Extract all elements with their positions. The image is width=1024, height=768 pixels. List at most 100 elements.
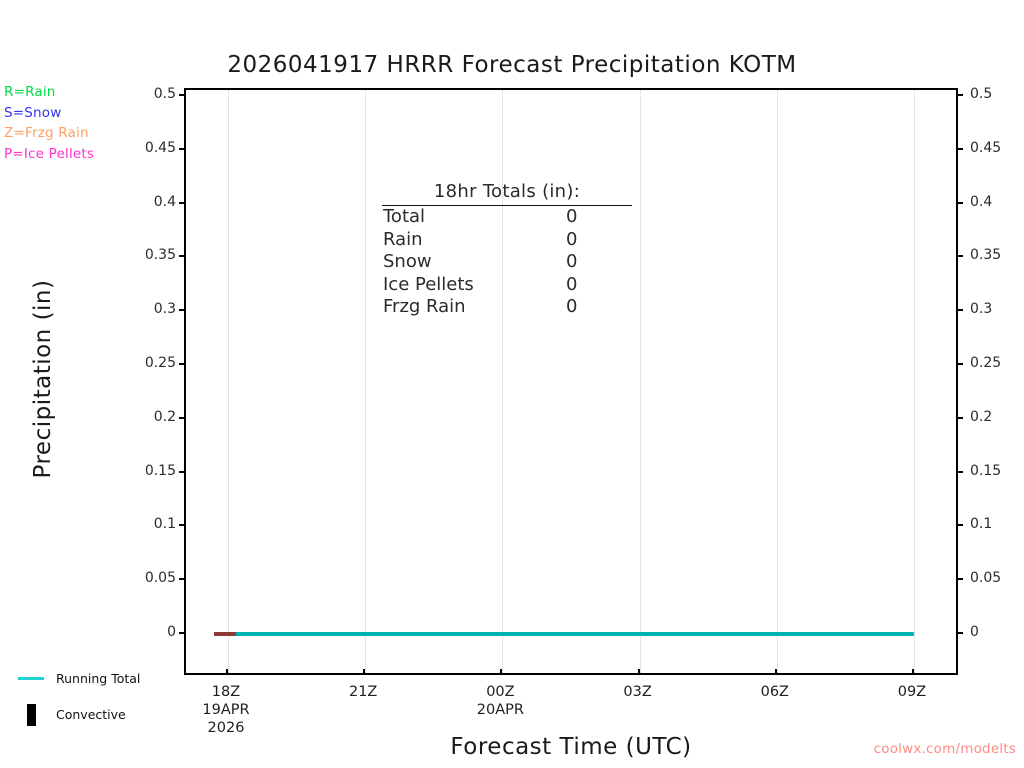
totals-box-title: 18hr Totals (in):: [382, 180, 632, 206]
y-tick-label-left-0.4: 0.4: [153, 193, 176, 210]
plot-area: 18hr Totals (in): Total 0 Rain 0 Snow 0 …: [184, 88, 958, 675]
y-tick-label-left-0: 0: [167, 624, 176, 640]
y-tick-label-left-0.35: 0.35: [144, 247, 176, 264]
y-tick-label-right-0.2: 0.2: [970, 408, 993, 425]
y-tick-mark-right-0.4: [956, 201, 963, 204]
series-start-marker: [214, 632, 236, 636]
y-tick-label-right-0.1: 0.1: [970, 516, 993, 533]
totals-value-total: 0: [566, 206, 578, 227]
precip-type-snow: S=Snow: [4, 104, 62, 121]
data-series-layer: [186, 90, 956, 673]
watermark: coolwx.com/modelts: [873, 741, 1016, 757]
totals-label-ice-pellets: Ice Pellets: [383, 273, 474, 295]
x-tick-label-18z: 18Z 19APR 2026: [202, 684, 250, 736]
y-tick-mark-right-0.45: [956, 147, 963, 150]
legend-label-convective: Convective: [56, 707, 126, 722]
y-tick-mark-left-0.4: [179, 201, 186, 204]
precip-type-ice-pellets: P=Ice Pellets: [4, 145, 95, 162]
totals-label-frzg-rain: Frzg Rain: [383, 296, 466, 317]
y-tick-mark-left-0.45: [179, 147, 186, 150]
totals-box: 18hr Totals (in): Total 0 Rain 0 Snow 0 …: [382, 180, 632, 319]
totals-value-rain: 0: [566, 228, 578, 250]
y-tick-mark-right-0.35: [956, 255, 963, 258]
y-tick-mark-right-0: [956, 632, 963, 634]
y-tick-label-right-0.15: 0.15: [970, 462, 1002, 479]
gridline-03z: [639, 90, 642, 673]
y-tick-mark-left-0.3: [179, 309, 186, 312]
gridline-09z: [914, 90, 916, 673]
running-total-series: [228, 632, 914, 636]
y-tick-label-left-0.05: 0.05: [144, 570, 176, 587]
running-total-line-swatch-icon: [18, 677, 44, 680]
x-axis-title: Forecast Time (UTC): [450, 734, 692, 760]
gridline-00z: [502, 90, 504, 673]
y-tick-mark-left-0.2: [179, 416, 186, 419]
y-tick-mark-left-0.5: [179, 94, 186, 96]
series-legend: Running Total Convective: [8, 668, 183, 740]
gridlines: [186, 90, 956, 673]
x-tick-label-03z: 03Z: [623, 684, 652, 700]
convective-bar-swatch-icon: [27, 703, 36, 726]
x-tick-mark-03z: [637, 669, 640, 675]
y-tick-mark-right-0.3: [956, 309, 963, 312]
totals-row-total: Total 0: [382, 206, 632, 229]
precip-type-legend: R=Rain S=Snow Z=Frzg Rain P=Ice Pellets: [4, 82, 94, 164]
x-tick-mark-06z: [774, 669, 777, 675]
totals-label-rain: Rain: [383, 228, 423, 250]
y-tick-label-right-0.3: 0.3: [970, 301, 993, 318]
totals-row-rain: Rain 0: [382, 229, 632, 252]
y-tick-mark-left-0.15: [179, 470, 186, 473]
legend-label-running-total: Running Total: [56, 671, 141, 686]
x-tick-label-06z: 06Z: [760, 684, 789, 700]
y-tick-label-left-0.45: 0.45: [144, 139, 176, 156]
x-tick-label-21z: 21Z: [348, 684, 378, 700]
y-axis-title: Precipitation (in): [30, 279, 56, 479]
y-tick-mark-right-0.15: [956, 470, 963, 473]
legend-entry-convective: Convective: [8, 703, 183, 726]
page-title: 2026041917 HRRR Forecast Precipitation K…: [227, 52, 797, 78]
y-tick-mark-left-0.05: [179, 578, 186, 581]
y-tick-label-left-0.25: 0.25: [144, 355, 176, 371]
y-tick-mark-right-0.25: [956, 363, 963, 365]
y-tick-mark-right-0.1: [956, 524, 963, 527]
y-tick-label-right-0.5: 0.5: [970, 86, 993, 102]
x-tick-label-09z: 09Z: [897, 684, 927, 700]
x-tick-mark-21z: [363, 669, 366, 675]
y-tick-label-right-0.4: 0.4: [970, 193, 993, 210]
legend-entry-running-total: Running Total: [8, 668, 183, 689]
totals-value-snow: 0: [566, 251, 578, 272]
precip-type-rain: R=Rain: [4, 84, 56, 100]
x-tick-mark-18z: [226, 669, 228, 675]
y-tick-mark-left-0: [179, 632, 186, 634]
y-tick-label-left-0.3: 0.3: [153, 301, 176, 318]
gridline-06z: [776, 90, 779, 673]
y-tick-label-right-0: 0: [970, 624, 979, 640]
x-tick-mark-00z: [500, 669, 503, 675]
precip-type-freezing-rain: Z=Frzg Rain: [4, 125, 89, 141]
totals-value-ice-pellets: 0: [566, 273, 578, 295]
gridline-18z: [228, 90, 230, 673]
y-tick-label-right-0.25: 0.25: [970, 355, 1002, 371]
y-tick-mark-left-0.35: [179, 255, 186, 258]
y-tick-label-left-0.5: 0.5: [153, 86, 176, 102]
y-tick-label-right-0.35: 0.35: [970, 247, 1002, 264]
totals-label-total: Total: [383, 206, 426, 227]
y-tick-mark-right-0.2: [956, 416, 963, 419]
gridline-21z: [365, 90, 367, 673]
y-tick-label-left-0.1: 0.1: [153, 516, 176, 533]
totals-row-ice-pellets: Ice Pellets 0: [382, 274, 632, 297]
x-tick-label-00z: 00Z 20APR: [476, 684, 524, 718]
y-tick-label-left-0.15: 0.15: [144, 462, 176, 479]
y-tick-mark-left-0.25: [179, 363, 186, 365]
y-tick-mark-right-0.5: [956, 94, 963, 96]
totals-value-frzg-rain: 0: [566, 296, 578, 317]
y-tick-label-right-0.45: 0.45: [970, 139, 1002, 156]
x-tick-mark-09z: [912, 669, 914, 675]
y-tick-label-right-0.05: 0.05: [970, 570, 1002, 587]
y-tick-mark-right-0.05: [956, 578, 963, 581]
y-tick-label-left-0.2: 0.2: [153, 408, 176, 425]
totals-row-snow: Snow 0: [382, 251, 632, 274]
totals-row-frzg-rain: Frzg Rain 0: [382, 296, 632, 319]
y-tick-mark-left-0.1: [179, 524, 186, 527]
totals-label-snow: Snow: [383, 251, 432, 272]
